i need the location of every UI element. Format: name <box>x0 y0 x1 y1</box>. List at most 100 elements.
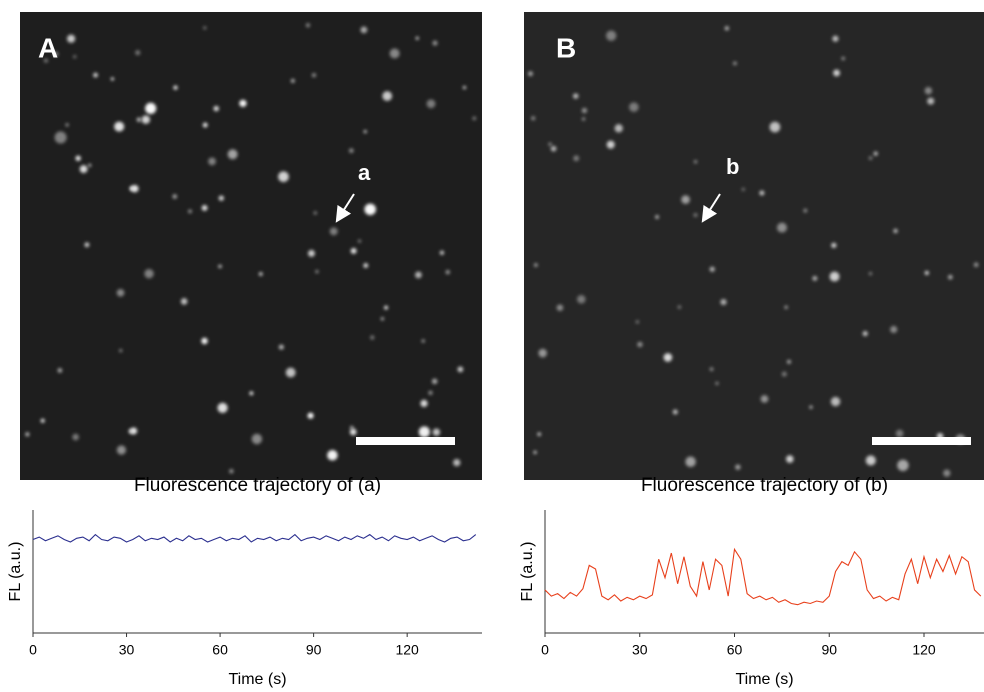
spot <box>54 131 67 144</box>
spot <box>218 264 222 269</box>
spot <box>924 87 933 95</box>
spot <box>84 242 90 248</box>
spot <box>290 78 295 83</box>
spot <box>829 271 840 282</box>
spot <box>217 402 228 413</box>
spot <box>724 26 730 31</box>
spot <box>116 288 125 297</box>
spot <box>472 116 477 121</box>
spot <box>329 227 338 236</box>
spot <box>278 344 284 350</box>
spot <box>672 409 678 415</box>
x-tick-label: 120 <box>912 642 936 658</box>
micrograph-a <box>20 12 482 480</box>
spot <box>720 298 727 306</box>
y-axis-label: FL (a.u.) <box>519 542 536 602</box>
spot <box>40 418 45 423</box>
spot <box>415 271 422 279</box>
spot <box>145 102 157 114</box>
spot <box>239 99 247 107</box>
spot <box>144 268 154 279</box>
spot <box>305 23 311 28</box>
spot <box>655 215 659 219</box>
panel-label: B <box>556 32 576 63</box>
spot <box>841 56 845 61</box>
spot <box>173 85 178 90</box>
spot <box>57 368 63 373</box>
spot <box>606 140 615 149</box>
x-tick-label: 120 <box>395 642 419 658</box>
spot <box>573 155 580 162</box>
spot <box>432 40 438 46</box>
spot <box>208 157 216 166</box>
spot <box>830 396 841 407</box>
spot <box>285 367 296 378</box>
x-tick-label: 0 <box>29 642 37 658</box>
spot <box>349 148 354 153</box>
spot <box>776 222 788 233</box>
spot <box>311 73 317 78</box>
scale-bar <box>356 437 455 445</box>
spot <box>897 459 909 472</box>
spot <box>432 428 441 436</box>
spot <box>760 395 769 403</box>
spot <box>943 469 951 477</box>
spot <box>812 275 818 281</box>
spot <box>119 349 123 353</box>
spot <box>439 250 445 255</box>
spot <box>453 458 461 467</box>
spot <box>741 187 745 191</box>
spot <box>865 455 876 466</box>
spot <box>973 262 979 268</box>
spot <box>227 149 238 160</box>
spot <box>188 209 192 214</box>
chart-title: Fluorescence trajectory of (b) <box>641 475 888 496</box>
spot <box>349 428 357 436</box>
x-tick-label: 60 <box>727 642 743 658</box>
spot <box>73 55 77 59</box>
spot <box>370 335 375 340</box>
spot <box>577 294 586 304</box>
spot <box>43 58 49 63</box>
spot <box>735 464 741 470</box>
spot <box>809 405 813 409</box>
spot <box>258 272 263 276</box>
spot <box>537 432 541 437</box>
spot <box>307 249 315 257</box>
spot <box>415 36 419 40</box>
spot <box>201 337 208 345</box>
spot <box>457 366 464 373</box>
spot-label: b <box>726 154 739 179</box>
spot <box>53 51 59 57</box>
spot <box>426 99 436 109</box>
spot <box>781 371 787 377</box>
spot <box>635 320 640 324</box>
spot <box>533 450 537 454</box>
y-axis-label: FL (a.u.) <box>7 542 24 602</box>
spot <box>538 348 547 358</box>
spot <box>389 48 400 59</box>
spot <box>327 449 338 461</box>
spot <box>709 266 715 272</box>
spot <box>677 305 682 309</box>
spot <box>550 145 557 152</box>
x-tick-label: 90 <box>821 642 837 658</box>
spot <box>363 263 369 268</box>
spot <box>534 263 538 267</box>
spot <box>614 124 623 133</box>
spot <box>862 330 868 337</box>
spot <box>114 121 125 132</box>
spot <box>136 117 142 122</box>
spot <box>110 77 114 81</box>
spot <box>421 339 425 343</box>
spot <box>25 432 30 437</box>
spot <box>229 469 234 474</box>
spot <box>135 50 141 56</box>
spot <box>893 228 898 234</box>
spot <box>606 30 617 41</box>
spot <box>249 391 254 396</box>
spot <box>733 61 737 66</box>
spot <box>924 270 929 276</box>
